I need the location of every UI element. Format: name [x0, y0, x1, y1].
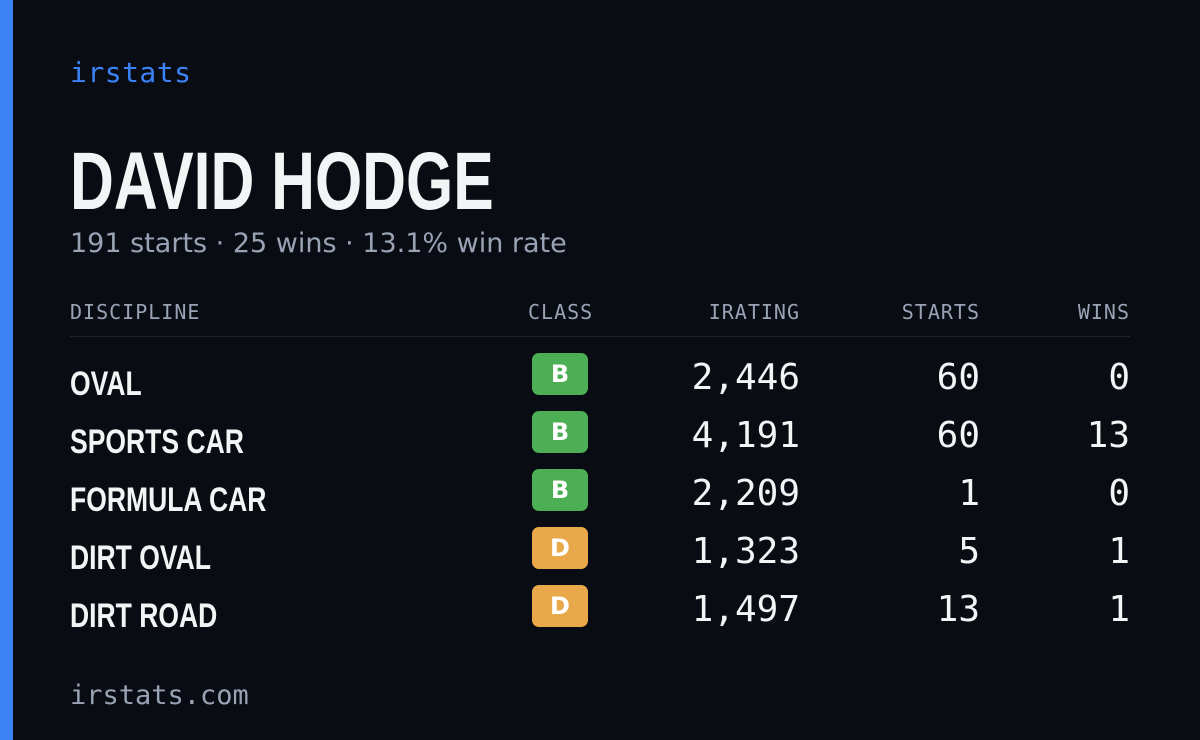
header-irating: IRATING	[708, 300, 800, 324]
wins-value: 0	[1108, 357, 1130, 398]
brand-logo-text: irstats	[70, 56, 192, 89]
wins-value: 13	[1086, 415, 1130, 456]
starts-value: 13	[936, 589, 980, 630]
starts-value: 5	[958, 531, 980, 572]
irating-value: 2,446	[691, 357, 800, 398]
table-row: DIRT OVAL D 1,323 5 1	[70, 527, 1130, 585]
irating-value: 4,191	[691, 415, 800, 456]
table-row: FORMULA CAR B 2,209 1 0	[70, 469, 1130, 527]
table-row: SPORTS CAR B 4,191 60 13	[70, 411, 1130, 469]
irating-value: 1,323	[691, 531, 800, 572]
table-header: DISCIPLINE CLASS IRATING STARTS WINS	[70, 296, 1130, 337]
discipline-name: OVAL	[70, 365, 142, 403]
table-row: OVAL B 2,446 60 0	[70, 353, 1130, 411]
discipline-name: DIRT OVAL	[70, 539, 211, 577]
class-badge: B	[532, 411, 588, 453]
starts-value: 1	[958, 473, 980, 514]
footer-domain: irstats.com	[70, 680, 249, 711]
wins-value: 0	[1108, 473, 1130, 514]
table-row: DIRT ROAD D 1,497 13 1	[70, 585, 1130, 643]
header-class: CLASS	[528, 300, 594, 324]
discipline-name: FORMULA CAR	[70, 481, 267, 519]
class-badge: D	[532, 585, 588, 627]
header-wins: WINS	[1077, 300, 1130, 324]
header-starts: STARTS	[901, 300, 980, 324]
wins-value: 1	[1108, 589, 1130, 630]
driver-name: DAVID HODGE	[70, 136, 494, 227]
table-body: OVAL B 2,446 60 0 SPORTS CAR B 4,191 60 …	[70, 337, 1130, 643]
discipline-name: SPORTS CAR	[70, 423, 244, 461]
discipline-name: DIRT ROAD	[70, 597, 218, 635]
starts-value: 60	[936, 357, 980, 398]
driver-summary: 191 starts · 25 wins · 13.1% win rate	[70, 228, 567, 259]
class-badge: B	[532, 469, 588, 511]
header-discipline: DISCIPLINE	[70, 300, 201, 324]
class-badge: B	[532, 353, 588, 395]
irating-value: 1,497	[691, 589, 800, 630]
class-badge: D	[532, 527, 588, 569]
accent-bar	[0, 0, 13, 740]
starts-value: 60	[936, 415, 980, 456]
stats-table: DISCIPLINE CLASS IRATING STARTS WINS OVA…	[70, 296, 1130, 643]
wins-value: 1	[1108, 531, 1130, 572]
irating-value: 2,209	[691, 473, 800, 514]
